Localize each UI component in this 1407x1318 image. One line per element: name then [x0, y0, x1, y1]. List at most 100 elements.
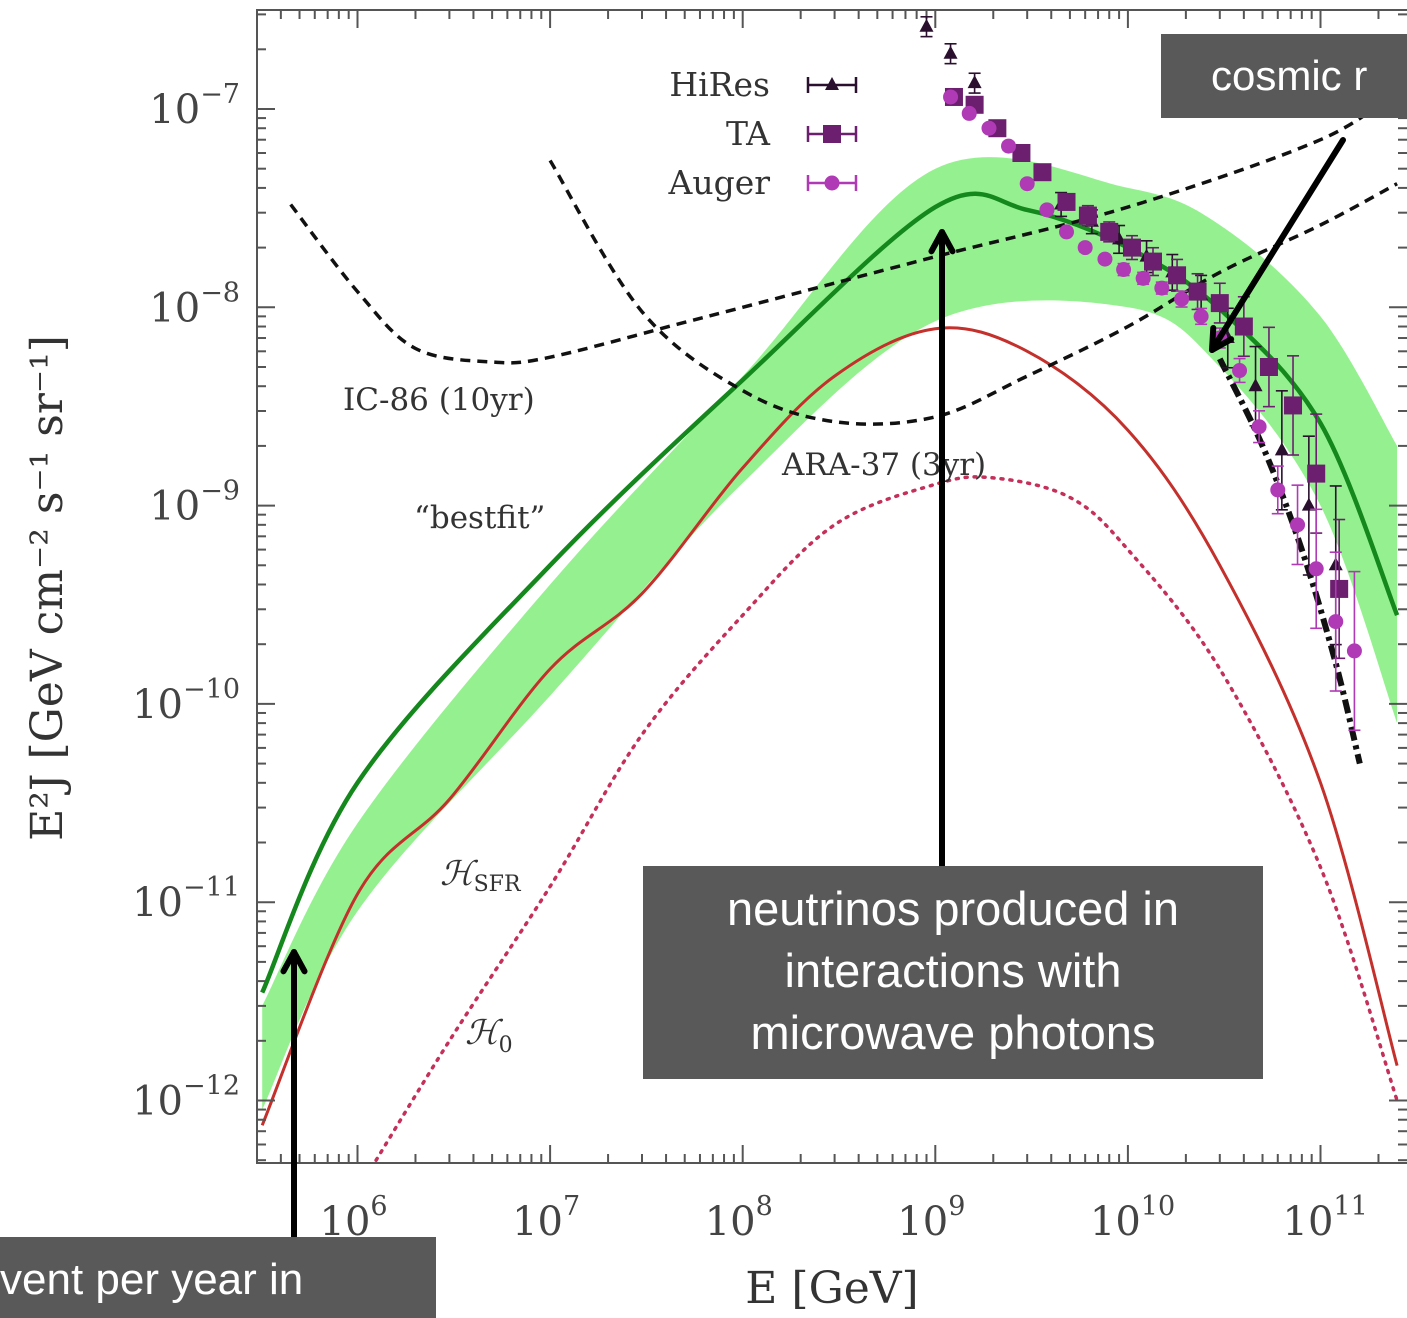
marker-circle: [824, 175, 840, 191]
x-tick-label-base: 10: [1283, 1199, 1334, 1245]
legend-label: TA: [726, 114, 771, 153]
marker-triangle: [1274, 442, 1289, 456]
annot-hsfr: ℋSFR: [440, 854, 522, 897]
y-tick-label-base: 10: [149, 285, 200, 331]
x-tick-label: 1010: [1090, 1191, 1175, 1245]
x-tick-label-base: 10: [897, 1199, 948, 1245]
annot-h0-sub: 0: [499, 1033, 513, 1058]
marker-circle: [1232, 363, 1248, 379]
marker-circle: [1135, 270, 1151, 286]
callout-neutrinos: neutrinos produced in interactions with …: [643, 866, 1263, 1079]
marker-circle: [1001, 138, 1017, 154]
marker-square: [1210, 294, 1229, 313]
marker-square: [1144, 252, 1163, 271]
callout-event-per-year-text: vent per year in: [0, 1255, 304, 1304]
y-tick-label-base: 10: [149, 484, 200, 530]
marker-circle: [1039, 202, 1055, 218]
marker-square: [1057, 192, 1076, 211]
marker-circle: [943, 89, 959, 105]
marker-circle: [1328, 614, 1344, 630]
y-tick-label-exp: −12: [183, 1071, 240, 1102]
marker-square: [1307, 464, 1326, 483]
marker-circle: [1116, 262, 1132, 278]
marker-circle: [1059, 224, 1075, 240]
marker-square: [1100, 222, 1119, 241]
y-tick-label-exp: −7: [200, 79, 240, 110]
y-tick-label-exp: −10: [183, 674, 240, 705]
x-tick-label: 108: [705, 1191, 773, 1245]
legend-label: HiRes: [669, 65, 770, 104]
marker-triangle: [967, 75, 982, 89]
series-line-5: [260, 326, 1399, 1126]
marker-triangle: [919, 18, 934, 32]
x-tick-label-exp: 9: [948, 1191, 965, 1222]
marker-triangle: [1301, 497, 1316, 511]
x-tick-label-exp: 8: [756, 1191, 773, 1222]
y-tick-label-base: 10: [132, 880, 183, 926]
marker-triangle: [943, 45, 958, 59]
marker-circle: [1174, 291, 1190, 307]
series-line-7: [289, 88, 1399, 365]
marker-circle: [1308, 561, 1324, 577]
y-tick-label-base: 10: [132, 682, 183, 728]
annot-h0: ℋ0: [465, 1013, 513, 1058]
marker-circle: [1019, 176, 1035, 192]
callout-neutrinos-line-2: interactions with: [784, 944, 1122, 997]
marker-circle: [1346, 643, 1362, 659]
y-tick-label: 10−7: [149, 79, 240, 133]
y-tick-label-exp: −9: [200, 476, 240, 507]
y-axis-title: E²J [GeV cm⁻² s⁻¹ sr⁻¹]: [22, 335, 73, 841]
marker-triangle: [1248, 378, 1263, 392]
x-tick-label: 1011: [1283, 1191, 1368, 1245]
marker-square: [1284, 396, 1303, 415]
annot-h0-main: ℋ: [465, 1013, 504, 1053]
marker-circle: [1270, 482, 1286, 498]
marker-circle: [1154, 280, 1170, 296]
x-tick-label-exp: 10: [1141, 1191, 1175, 1222]
y-tick-label: 10−11: [132, 872, 240, 926]
callout-cosmic-rays-text: cosmic r: [1211, 52, 1368, 99]
series-line-6: [372, 475, 1399, 1163]
marker-square: [1012, 143, 1031, 162]
y-tick-label: 10−12: [132, 1071, 240, 1125]
marker-circle: [1251, 419, 1267, 435]
callout-neutrinos-line-1: neutrinos produced in: [726, 882, 1180, 935]
arrow-to-cosmic-rays: [1209, 137, 1346, 353]
marker-square: [1168, 266, 1187, 285]
y-tick-label-base: 10: [149, 87, 200, 133]
annot-ic86: IC-86 (10yr): [343, 382, 535, 418]
y-tick-label-exp: −8: [200, 277, 240, 308]
x-axis-title: E [GeV]: [745, 1263, 918, 1314]
marker-circle: [1097, 251, 1113, 267]
marker-triangle: [1112, 231, 1127, 245]
marker-square: [1188, 282, 1207, 301]
legend-label: Auger: [667, 163, 770, 202]
annot-hsfr-sub: SFR: [474, 872, 522, 897]
model-band: [262, 157, 1398, 1110]
marker-circle: [1290, 517, 1306, 533]
x-tick-label-base: 10: [705, 1199, 756, 1245]
marker-square: [1122, 238, 1141, 257]
marker-square: [1033, 163, 1052, 182]
y-tick-label-base: 10: [132, 1079, 183, 1125]
y-tick-label: 10−9: [149, 476, 240, 530]
x-tick-label-base: 10: [512, 1199, 563, 1245]
y-tick-label-exp: −11: [183, 872, 240, 903]
marker-circle: [1077, 240, 1093, 256]
arrow-to-cosmic-rays-head: [1209, 325, 1235, 353]
arrow-to-low-energy-head: [280, 949, 308, 975]
x-tick-label-exp: 6: [370, 1191, 387, 1222]
series-line-9: [1217, 357, 1363, 765]
marker-circle: [961, 105, 977, 121]
marker-square: [1078, 206, 1097, 225]
x-tick-label-exp: 11: [1333, 1191, 1367, 1222]
series-line-8: [548, 159, 1398, 426]
annot-bestfit: “bestfit”: [414, 500, 545, 536]
y-tick-label: 10−10: [132, 674, 240, 728]
x-tick-label-base: 10: [1090, 1199, 1141, 1245]
annot-ara37: ARA-37 (3yr): [781, 447, 986, 483]
arrow-to-peak-head: [928, 229, 956, 255]
x-tick-label: 107: [512, 1191, 580, 1245]
marker-square: [1259, 357, 1278, 376]
